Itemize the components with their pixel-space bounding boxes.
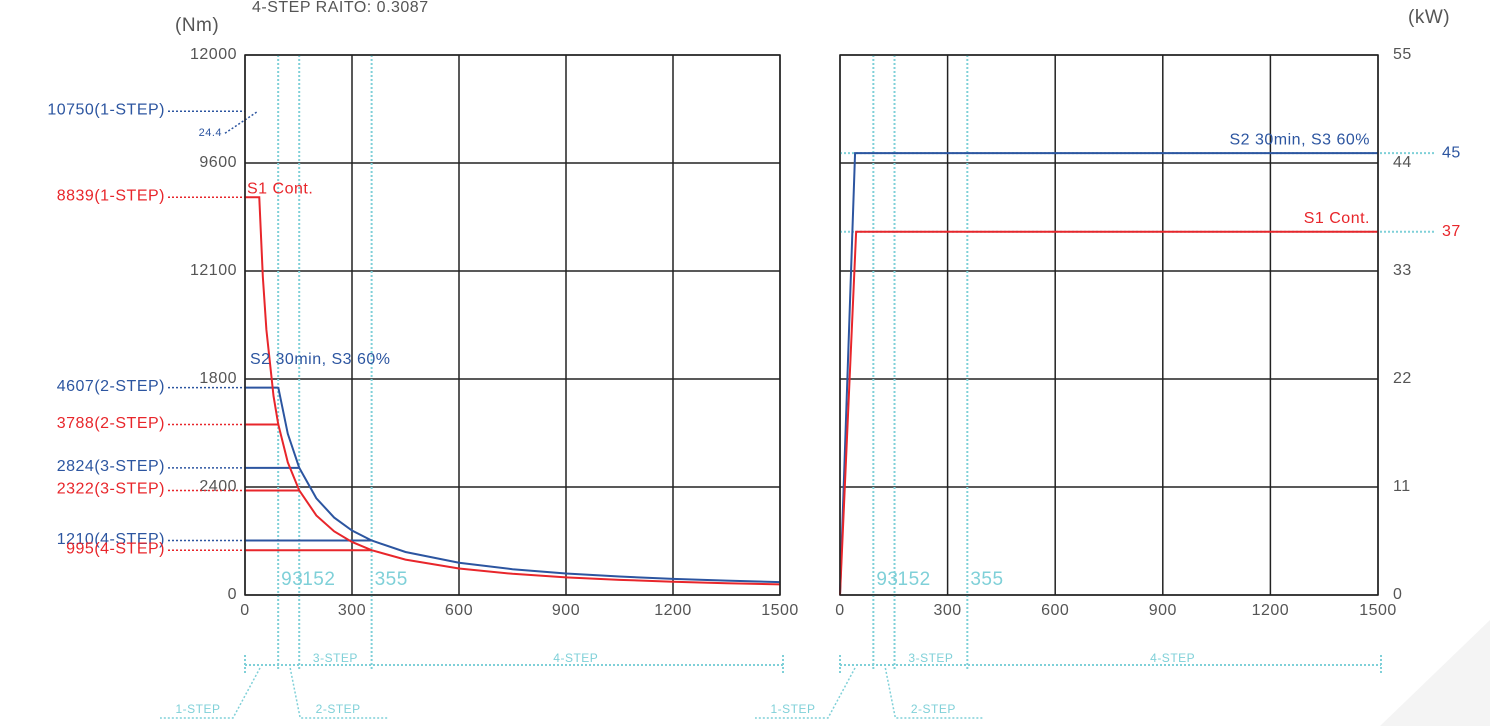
y-tick-label: 12000 bbox=[190, 46, 237, 63]
x-tick-label: 600 bbox=[445, 602, 473, 619]
step-speed-label: 355 bbox=[970, 569, 1003, 590]
x-tick-label: 1200 bbox=[654, 602, 692, 619]
bracket bbox=[289, 667, 389, 719]
step-speed-label: 93 bbox=[876, 569, 898, 590]
level-label: 45 bbox=[1442, 144, 1461, 161]
series-line bbox=[277, 386, 781, 584]
level-label: 2824(3-STEP) bbox=[57, 458, 165, 475]
level-label: 37 bbox=[1442, 223, 1461, 240]
x-tick-label: 300 bbox=[933, 602, 961, 619]
x-tick-label: 900 bbox=[1149, 602, 1177, 619]
step-label: 4-STEP bbox=[553, 651, 598, 665]
level-label: 8839(1-STEP) bbox=[57, 187, 165, 204]
y-tick-label: 1800 bbox=[199, 370, 237, 387]
step-label: 2-STEP bbox=[316, 702, 361, 716]
series-line bbox=[839, 152, 1378, 596]
x-tick-label: 1200 bbox=[1252, 602, 1290, 619]
level-label: 2322(3-STEP) bbox=[57, 481, 165, 498]
series-label: S1 Cont. bbox=[1304, 210, 1370, 227]
y-unit: (kW) bbox=[1408, 7, 1450, 28]
level-label: 10750(1-STEP) bbox=[47, 101, 165, 118]
step-speed-label: 355 bbox=[375, 569, 408, 590]
level-label: 3788(2-STEP) bbox=[57, 415, 165, 432]
marker-note: 24.4 bbox=[199, 127, 222, 139]
bracket bbox=[160, 667, 261, 719]
level-label: 4607(2-STEP) bbox=[57, 378, 165, 395]
x-tick-label: 0 bbox=[835, 602, 844, 619]
x-tick-label: 1500 bbox=[761, 602, 799, 619]
x-tick-label: 600 bbox=[1041, 602, 1069, 619]
step-label: 1-STEP bbox=[175, 702, 220, 716]
subtitle: 4-STEP RAITO: 0.3087 bbox=[252, 0, 429, 16]
y-tick-label: 9600 bbox=[199, 154, 237, 171]
series-label: S1 Cont. bbox=[247, 180, 313, 197]
step-speed-label: 93 bbox=[281, 569, 303, 590]
y-tick-label: 0 bbox=[228, 586, 237, 603]
level-label: 1210(4-STEP) bbox=[57, 531, 165, 548]
step-speed-label: 152 bbox=[302, 569, 335, 590]
plot-frame bbox=[244, 54, 781, 596]
step-speed-label: 152 bbox=[898, 569, 931, 590]
bracket bbox=[755, 667, 856, 719]
x-tick-label: 1500 bbox=[1359, 602, 1397, 619]
x-tick-label: 900 bbox=[552, 602, 580, 619]
level-label: 995(4-STEP) bbox=[66, 540, 165, 557]
step-label: 2-STEP bbox=[911, 702, 956, 716]
step-label: 3-STEP bbox=[313, 651, 358, 665]
step-label: 1-STEP bbox=[770, 702, 815, 716]
y-unit: (Nm) bbox=[175, 15, 219, 36]
series-label: S2 30min, S3 60% bbox=[250, 351, 391, 368]
y-tick-label: 22 bbox=[1393, 370, 1412, 387]
x-tick-label: 300 bbox=[338, 602, 366, 619]
decoration bbox=[1380, 620, 1490, 726]
y-tick-label: 33 bbox=[1393, 262, 1412, 279]
step-label: 3-STEP bbox=[908, 651, 953, 665]
step-label: 4-STEP bbox=[1150, 651, 1195, 665]
y-tick-label: 44 bbox=[1393, 154, 1412, 171]
y-tick-label: 12100 bbox=[190, 262, 237, 279]
plot-frame bbox=[839, 54, 1379, 596]
y-tick-label: 2400 bbox=[199, 478, 237, 495]
bracket bbox=[884, 667, 984, 719]
x-tick-label: 0 bbox=[240, 602, 249, 619]
series-line bbox=[839, 230, 1378, 596]
y-tick-label: 55 bbox=[1393, 46, 1412, 63]
series-line bbox=[245, 196, 781, 586]
series-label: S2 30min, S3 60% bbox=[1229, 131, 1370, 148]
y-tick-label: 0 bbox=[1393, 586, 1402, 603]
y-tick-label: 11 bbox=[1393, 478, 1411, 495]
marker-leader bbox=[224, 110, 259, 134]
